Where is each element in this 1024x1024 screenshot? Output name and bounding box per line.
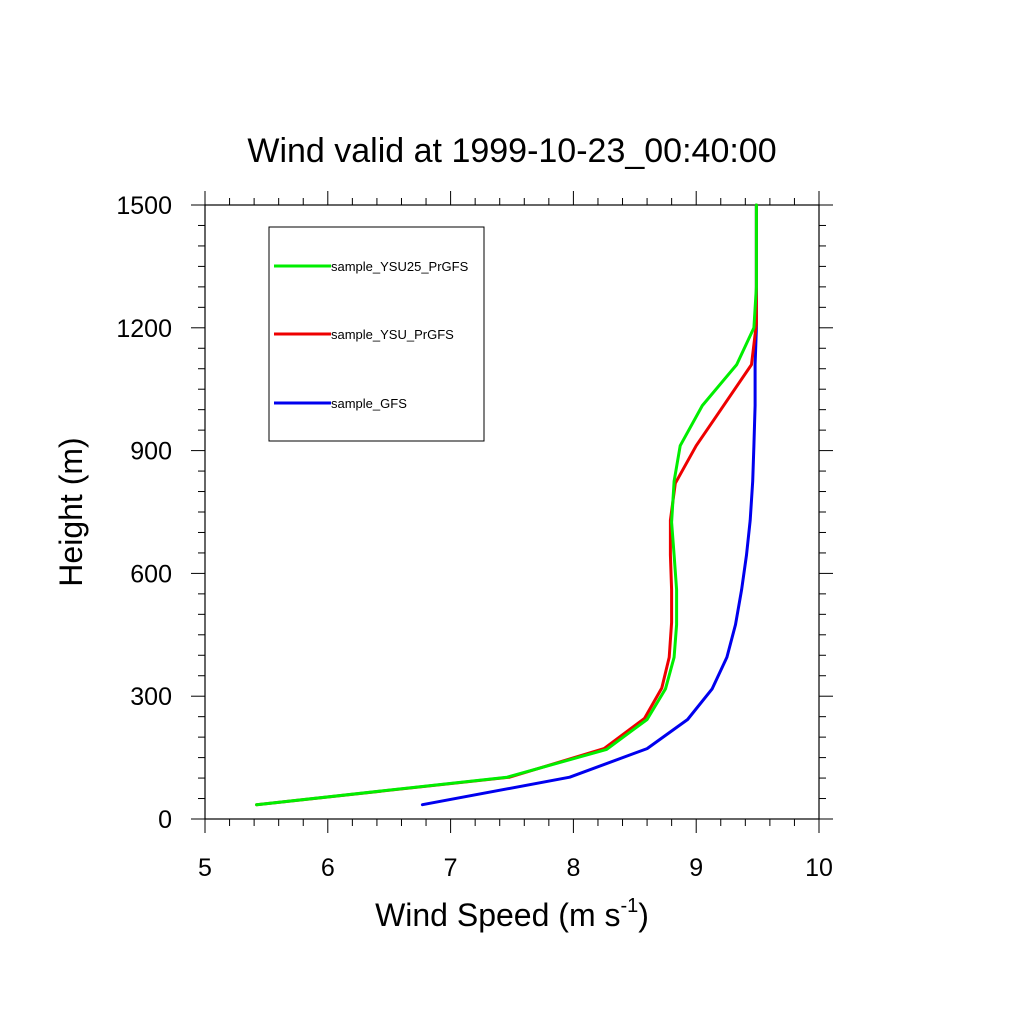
- y-axis-label: Height (m): [53, 437, 89, 586]
- series-line-sample_GFS: [420, 203, 758, 807]
- y-tick-label: 300: [130, 683, 172, 711]
- y-tick-label: 1500: [116, 192, 172, 220]
- x-axis-label-main: Wind Speed (m s: [375, 897, 620, 933]
- x-tick-label: 8: [566, 854, 580, 882]
- y-tick-labels: 0 300 600 900 1200 1500: [116, 192, 172, 834]
- x-tick-label: 9: [689, 854, 703, 882]
- legend-label-sample_YSU25_PrGFS: sample_YSU25_PrGFS: [331, 259, 469, 274]
- legend-label-sample_YSU_PrGFS: sample_YSU_PrGFS: [331, 327, 454, 342]
- x-tick-label: 10: [805, 854, 833, 882]
- x-tick-label: 7: [444, 854, 458, 882]
- x-tick-labels: 5 6 7 8 9 10: [198, 854, 833, 882]
- y-tick-label: 900: [130, 438, 172, 466]
- chart-title: Wind valid at 1999-10-23_00:40:00: [247, 132, 776, 170]
- legend-label-sample_GFS: sample_GFS: [331, 396, 407, 411]
- x-axis-label-close: ): [638, 897, 649, 933]
- x-tick-label: 6: [321, 854, 335, 882]
- series-lines: [255, 203, 758, 807]
- y-tick-label: 600: [130, 560, 172, 588]
- y-tick-label: 0: [158, 806, 172, 834]
- legend-items: sample_YSU25_PrGFS sample_YSU_PrGFSsample…: [274, 259, 469, 411]
- legend: sample_YSU25_PrGFS sample_YSU_PrGFSsample…: [268, 226, 485, 442]
- y-tick-label: 1200: [116, 315, 172, 343]
- x-tick-label: 5: [198, 854, 212, 882]
- x-axis-label-superscript: -1: [620, 895, 638, 917]
- axis-ticks: [191, 191, 833, 833]
- series-line-sample_YSU_PrGFS: [255, 203, 758, 807]
- x-axis-label: Wind Speed (m s-1): [375, 895, 649, 933]
- series-line-sample_YSU25_PrGFS: [255, 203, 758, 807]
